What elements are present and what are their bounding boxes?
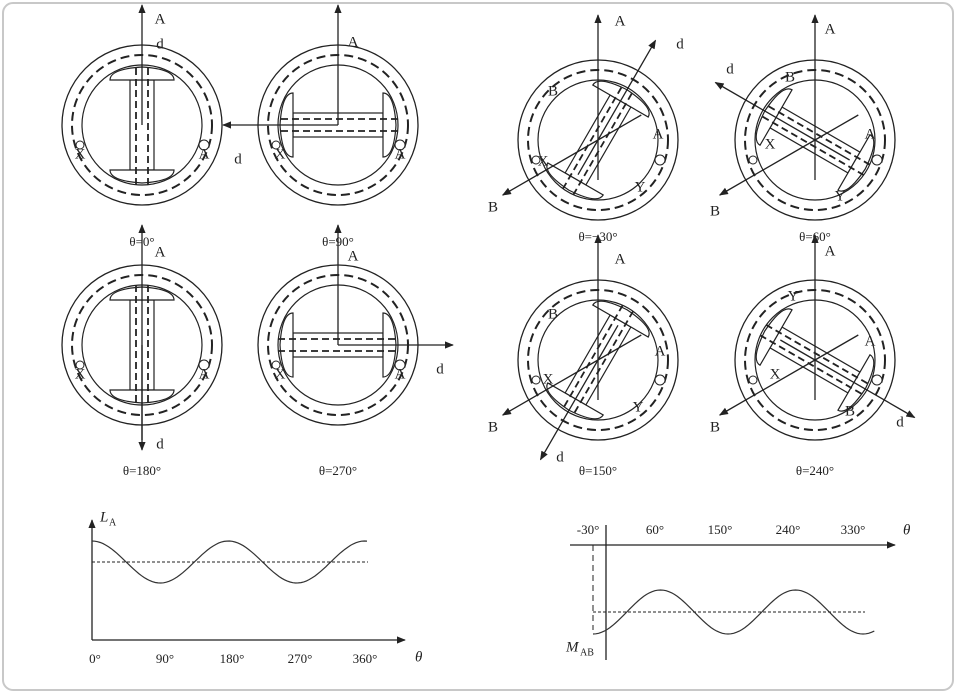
axis-label: X — [770, 366, 781, 382]
tick-label: -30° — [577, 522, 600, 537]
axis-label: Y — [633, 399, 644, 415]
y-label-sub: AB — [580, 647, 594, 658]
coil — [749, 376, 757, 384]
axis-label: A — [199, 146, 210, 162]
axis-label: d — [156, 36, 164, 52]
caption: θ=240° — [796, 463, 834, 478]
y-label: M — [565, 639, 580, 655]
figure: AdXAθ=0°AdXAθ=90°AdXAθ=180°AdXAθ=270°AdB… — [0, 0, 956, 693]
axis-label: A — [865, 126, 876, 142]
axis-label: B — [488, 419, 498, 435]
tick-label: 60° — [646, 522, 664, 537]
tick-label: 0° — [89, 651, 101, 666]
axis-label: B — [548, 306, 558, 322]
axis-label: d — [156, 436, 164, 452]
axis-label: Y — [788, 288, 799, 304]
tick-label: 90° — [156, 651, 174, 666]
axis-label: A — [395, 146, 406, 162]
axis-label: X — [75, 146, 86, 162]
axis-label: d — [676, 36, 684, 52]
axis-label: A — [825, 21, 836, 37]
tick-label: 330° — [841, 522, 866, 537]
axis-label: A — [615, 251, 626, 267]
coil — [532, 376, 540, 384]
axis-label: B — [710, 419, 720, 435]
axis-label: A — [348, 34, 359, 50]
axis-label: X — [275, 146, 286, 162]
axis-label: A — [199, 366, 210, 382]
coil — [655, 375, 665, 385]
axis-label: Y — [635, 179, 646, 195]
axis-label: d — [556, 449, 564, 465]
axis-label: X — [543, 371, 554, 387]
axis-label: A — [348, 248, 359, 264]
y-label-sub: A — [109, 517, 117, 528]
axis-label: A — [865, 333, 876, 349]
coil — [749, 156, 757, 164]
axis-label: X — [75, 366, 86, 382]
axis-label: B — [488, 199, 498, 215]
tick-label: 150° — [708, 522, 733, 537]
caption: θ=150° — [579, 463, 617, 478]
axis-label: A — [615, 13, 626, 29]
axis-label: Y — [835, 188, 846, 204]
axis-label: X — [275, 366, 286, 382]
axis-label: B — [548, 83, 558, 99]
axis-label: d — [896, 414, 904, 430]
coil — [872, 375, 882, 385]
axis-label: A — [155, 244, 166, 260]
tick-label: 240° — [776, 522, 801, 537]
x-label: θ — [903, 522, 911, 538]
tick-label: 270° — [288, 651, 313, 666]
axis-label: d — [436, 361, 444, 377]
caption: θ=180° — [123, 463, 161, 478]
tick-label: 180° — [220, 651, 245, 666]
axis-label: X — [538, 153, 549, 169]
tick-label: 360° — [353, 651, 378, 666]
y-label: L — [99, 509, 108, 525]
axis-label: B — [785, 69, 795, 85]
axis-label: A — [825, 243, 836, 259]
axis-label: B — [845, 403, 855, 419]
axis-label: X — [765, 136, 776, 152]
caption: θ=270° — [319, 463, 357, 478]
axis-label: B — [710, 203, 720, 219]
axis-label: d — [234, 151, 242, 167]
coil — [655, 155, 665, 165]
axis-label: A — [655, 343, 666, 359]
axis-label: A — [395, 366, 406, 382]
axis-label: d — [726, 61, 734, 77]
axis-label: A — [155, 11, 166, 27]
axis-label: A — [653, 126, 664, 142]
coil — [872, 155, 882, 165]
x-label: θ — [415, 649, 423, 665]
